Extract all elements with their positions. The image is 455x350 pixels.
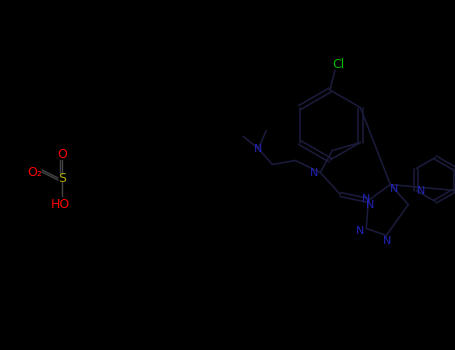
- Text: S: S: [58, 172, 66, 184]
- Text: N: N: [362, 194, 370, 203]
- Text: N: N: [383, 236, 391, 245]
- Text: N: N: [417, 186, 425, 196]
- Text: N: N: [254, 144, 263, 154]
- Text: N: N: [366, 199, 374, 210]
- Text: N: N: [310, 168, 318, 177]
- Text: O: O: [57, 147, 67, 161]
- Text: Cl: Cl: [332, 57, 344, 70]
- Text: N: N: [356, 226, 364, 237]
- Text: HO: HO: [51, 197, 70, 210]
- Text: N: N: [390, 183, 399, 194]
- Text: O₂: O₂: [28, 167, 42, 180]
